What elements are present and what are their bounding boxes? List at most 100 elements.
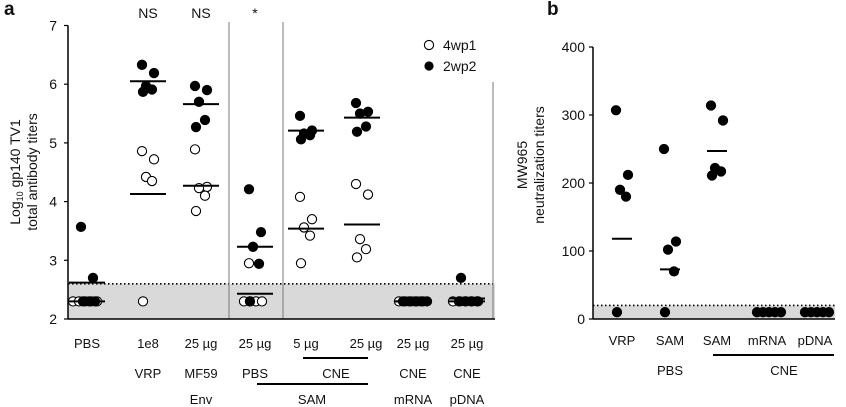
x-label-vehicle: VRP bbox=[135, 366, 162, 381]
y-tick-label-b: 400 bbox=[562, 39, 586, 55]
y-tick-label-a: 7 bbox=[49, 18, 57, 34]
x-label-b-row2: PBS bbox=[657, 363, 683, 378]
significance-label: NS bbox=[138, 5, 157, 21]
data-point-4wp1 bbox=[256, 296, 268, 307]
data-point-2wp2 bbox=[360, 121, 372, 132]
legend-label: 2wp2 bbox=[443, 58, 477, 74]
data-point-4wp1 bbox=[360, 243, 372, 255]
x-label-b: mRNA bbox=[748, 333, 787, 348]
data-point-2wp2 bbox=[89, 296, 101, 307]
data-point-2wp2 bbox=[255, 226, 267, 238]
y-axis-label-a-line2: total antibody titers bbox=[24, 113, 40, 231]
data-point-4wp1 bbox=[190, 205, 202, 217]
data-point-4wp1 bbox=[306, 214, 318, 225]
y-axis-label-a: Log10 gp140 TV1 bbox=[7, 119, 25, 225]
data-point-4wp1 bbox=[148, 154, 160, 165]
data-point-4wp1 bbox=[136, 145, 148, 157]
panel-label-b: b bbox=[547, 0, 559, 20]
data-point-2wp2 bbox=[146, 84, 158, 95]
x-label-b: VRP bbox=[609, 333, 636, 348]
data-point-2wp2 bbox=[715, 166, 727, 177]
data-point-2wp2 bbox=[610, 105, 622, 116]
data-point-2wp2 bbox=[823, 307, 835, 318]
y-tick-label-b: 200 bbox=[562, 175, 586, 191]
y-tick-label-a: 2 bbox=[49, 311, 57, 327]
data-point-2wp2 bbox=[294, 110, 306, 122]
data-point-2wp2 bbox=[190, 121, 202, 133]
x-label-dose: 25 µg bbox=[397, 336, 430, 351]
x-label-antigen: mRNA bbox=[394, 392, 433, 407]
data-point-2wp2 bbox=[658, 143, 670, 155]
data-point-4wp1 bbox=[199, 190, 211, 201]
data-point-2wp2 bbox=[304, 130, 316, 141]
x-label-antigen: pDNA bbox=[450, 392, 485, 407]
y-tick-label-a: 4 bbox=[49, 194, 57, 210]
x-label-vehicle: CNE bbox=[453, 366, 481, 381]
data-point-2wp2 bbox=[244, 296, 256, 307]
x-label-dose: 5 µg bbox=[293, 336, 319, 351]
x-label-dose: 25 µg bbox=[451, 336, 484, 351]
significance-label: * bbox=[252, 5, 258, 21]
data-point-2wp2 bbox=[670, 236, 682, 247]
x-label-dose: 25 µg bbox=[239, 336, 272, 351]
x-label-dose: 25 µg bbox=[185, 336, 218, 351]
data-point-2wp2 bbox=[136, 59, 148, 70]
below-detection-region bbox=[593, 305, 835, 319]
data-point-2wp2 bbox=[199, 114, 211, 126]
data-point-2wp2 bbox=[253, 258, 265, 269]
x-label-dose: 25 µg bbox=[350, 336, 383, 351]
x-label-b: SAM bbox=[656, 333, 684, 348]
x-label-antigen: Env bbox=[190, 392, 213, 407]
y-axis-label-log: Log bbox=[7, 201, 23, 224]
x-bracket-label: CNE bbox=[322, 366, 350, 381]
y-tick-label-b: 0 bbox=[577, 311, 585, 327]
data-point-4wp1 bbox=[295, 258, 307, 269]
data-point-2wp2 bbox=[148, 67, 160, 79]
data-point-2wp2 bbox=[620, 191, 632, 202]
data-point-2wp2 bbox=[350, 97, 362, 109]
data-point-2wp2 bbox=[775, 307, 787, 318]
panel-label-a: a bbox=[4, 0, 15, 20]
legend-label: 4wp1 bbox=[443, 37, 477, 53]
x-label-b: pDNA bbox=[798, 333, 833, 348]
data-point-4wp1 bbox=[146, 175, 158, 187]
data-point-2wp2 bbox=[201, 84, 213, 96]
y-tick-label-b: 300 bbox=[562, 107, 586, 123]
y-axis-label-rest: gp140 TV1 bbox=[7, 119, 23, 191]
data-point-2wp2 bbox=[351, 126, 363, 137]
data-point-4wp1 bbox=[189, 144, 201, 155]
data-point-2wp2 bbox=[243, 184, 255, 195]
y-tick-label-a: 6 bbox=[49, 76, 57, 92]
data-point-2wp2 bbox=[137, 86, 149, 97]
data-point-2wp2 bbox=[614, 184, 626, 195]
x-label-vehicle: MF59 bbox=[184, 366, 217, 381]
data-point-2wp2 bbox=[189, 80, 201, 92]
data-point-2wp2 bbox=[717, 115, 729, 126]
y-tick-label-a: 5 bbox=[49, 135, 57, 151]
data-point-2wp2 bbox=[622, 169, 634, 180]
data-point-2wp2 bbox=[455, 272, 467, 284]
legend-marker-filled bbox=[424, 61, 434, 71]
data-point-2wp2 bbox=[295, 134, 307, 145]
data-point-2wp2 bbox=[659, 307, 671, 318]
data-point-2wp2 bbox=[705, 100, 717, 111]
x-bracket-label: CNE bbox=[770, 363, 798, 378]
significance-label: NS bbox=[191, 5, 210, 21]
y-axis-label-subscript: 10 bbox=[15, 191, 25, 201]
data-point-4wp1 bbox=[354, 234, 366, 245]
data-point-4wp1 bbox=[137, 296, 149, 307]
y-tick-label-b: 100 bbox=[562, 243, 586, 259]
data-point-2wp2 bbox=[75, 221, 87, 232]
x-label-b: SAM bbox=[703, 333, 731, 348]
data-point-2wp2 bbox=[668, 266, 680, 277]
y-axis-label-b: MW965 bbox=[514, 141, 530, 189]
y-axis-label-b-line2: neutralization titers bbox=[531, 106, 547, 224]
data-point-2wp2 bbox=[662, 244, 674, 255]
x-label-vehicle: CNE bbox=[399, 366, 427, 381]
data-point-2wp2 bbox=[706, 170, 718, 181]
y-tick-label-a: 3 bbox=[49, 252, 57, 268]
data-point-4wp1 bbox=[243, 258, 255, 269]
data-point-4wp1 bbox=[304, 230, 316, 241]
data-point-4wp1 bbox=[351, 252, 363, 263]
